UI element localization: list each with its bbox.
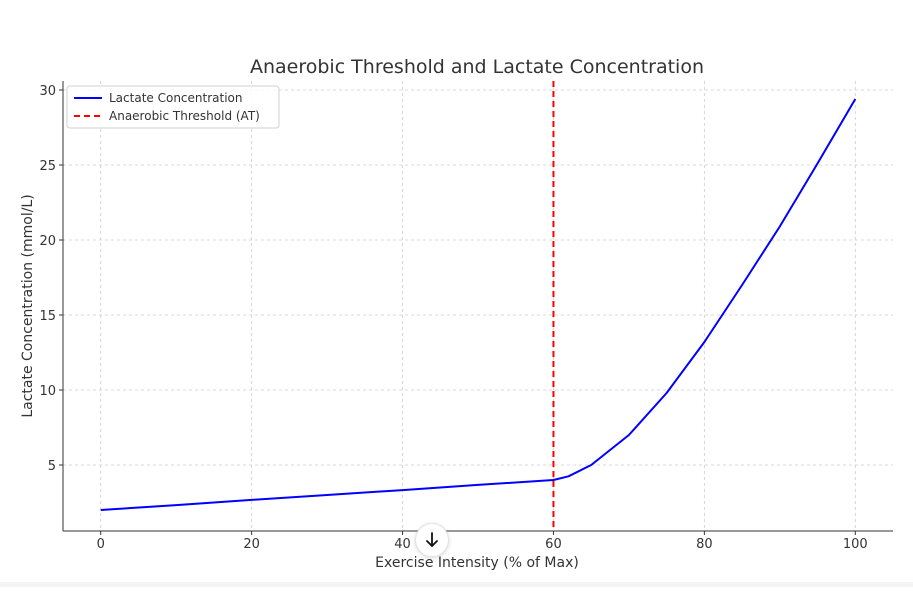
series-layer: [100, 81, 857, 531]
y-tick-label: 15: [39, 309, 56, 324]
legend-label-lactate: Lactate Concentration: [109, 91, 243, 105]
legend-label-threshold: Anaerobic Threshold (AT): [109, 109, 260, 123]
x-tick-label: 0: [97, 537, 105, 552]
y-tick-label: 10: [39, 384, 56, 399]
x-tick-label: 20: [243, 537, 260, 552]
y-tick-label: 20: [39, 234, 56, 249]
scroll-down-button[interactable]: [415, 523, 449, 557]
legend: Lactate Concentration Anaerobic Threshol…: [66, 85, 280, 129]
x-tick-label: 80: [696, 537, 713, 552]
y-tick-label: 25: [39, 159, 56, 174]
x-tick-label: 60: [545, 537, 562, 552]
legend-box: [66, 85, 280, 129]
axes: [62, 81, 893, 532]
bottom-bar: [0, 582, 913, 587]
grid: [63, 81, 893, 531]
y-tick-label: 30: [39, 84, 56, 99]
lactate-line: [100, 98, 857, 511]
arrow-down-icon: [426, 532, 438, 547]
tick-labels: 0 20 40 60 80 100 5 10 15 20 25 30: [39, 84, 867, 552]
x-tick-label: 40: [394, 537, 411, 552]
y-axis-label: Lactate Concentration (mmol/L): [20, 194, 36, 417]
y-tick-label: 5: [48, 459, 56, 474]
x-axis-label: Exercise Intensity (% of Max): [375, 555, 579, 571]
x-tick-label: 100: [843, 537, 868, 552]
chart-title: Anaerobic Threshold and Lactate Concentr…: [250, 56, 704, 78]
